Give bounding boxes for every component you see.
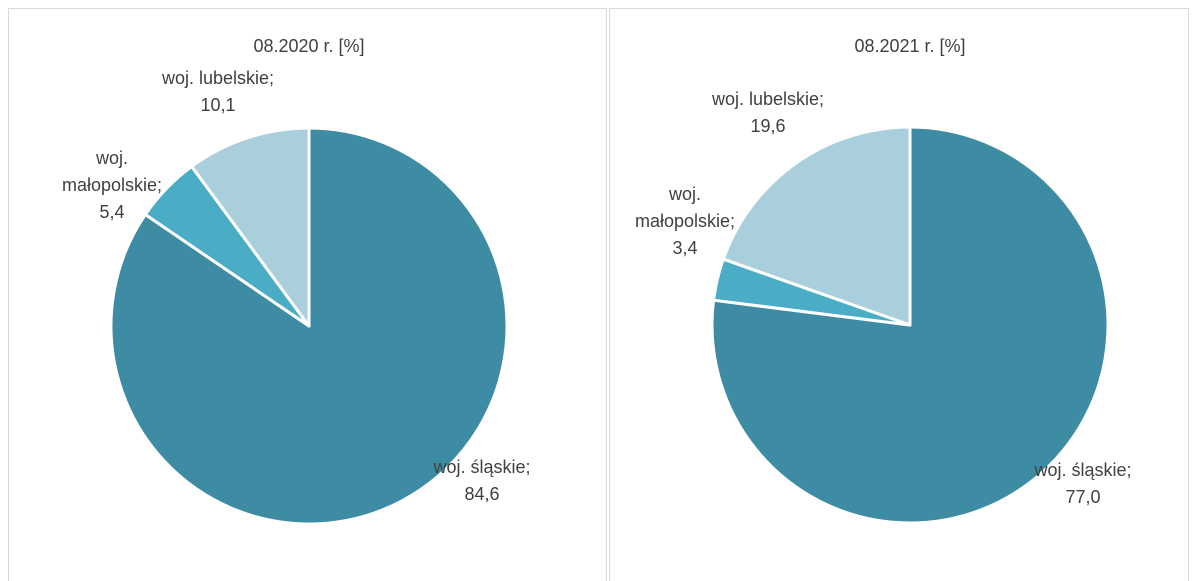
label-separator: ; bbox=[730, 211, 736, 231]
data-label: woj. śląskie; 84,6 bbox=[424, 454, 540, 508]
label-separator: ; bbox=[1126, 460, 1132, 480]
category-label: woj. lubelskie bbox=[161, 68, 270, 88]
data-label: woj. śląskie; 77,0 bbox=[1025, 457, 1141, 511]
value-label: 84,6 bbox=[464, 484, 500, 504]
data-label: woj. małopolskie; 5,4 bbox=[54, 145, 170, 226]
data-label: woj. lubelskie; 19,6 bbox=[710, 86, 826, 140]
category-label: woj. śląskie bbox=[433, 457, 526, 477]
chart-title: 08.2020 r. [%] bbox=[253, 36, 365, 56]
category-label: woj. śląskie bbox=[1034, 460, 1127, 480]
pie-slice bbox=[710, 125, 1110, 525]
value-label: 3,4 bbox=[672, 238, 698, 258]
label-separator: ; bbox=[819, 89, 825, 109]
category-label: woj. małopolskie bbox=[634, 184, 731, 231]
chart-panel bbox=[8, 8, 607, 581]
value-label: 19,6 bbox=[750, 116, 786, 136]
chart-panel bbox=[609, 8, 1189, 581]
pie-slice bbox=[190, 126, 311, 328]
category-label: woj. lubelskie bbox=[711, 89, 820, 109]
chart-title: 08.2021 r. [%] bbox=[854, 36, 966, 56]
value-label: 5,4 bbox=[99, 202, 125, 222]
data-label: woj. lubelskie; 10,1 bbox=[160, 65, 276, 119]
label-separator: ; bbox=[525, 457, 531, 477]
value-label: 77,0 bbox=[1065, 487, 1101, 507]
label-separator: ; bbox=[157, 175, 163, 195]
category-label: woj. małopolskie bbox=[61, 148, 158, 195]
label-separator: ; bbox=[269, 68, 275, 88]
data-label: woj. małopolskie; 3,4 bbox=[627, 181, 743, 262]
pie-slice bbox=[721, 125, 912, 327]
value-label: 10,1 bbox=[200, 95, 236, 115]
